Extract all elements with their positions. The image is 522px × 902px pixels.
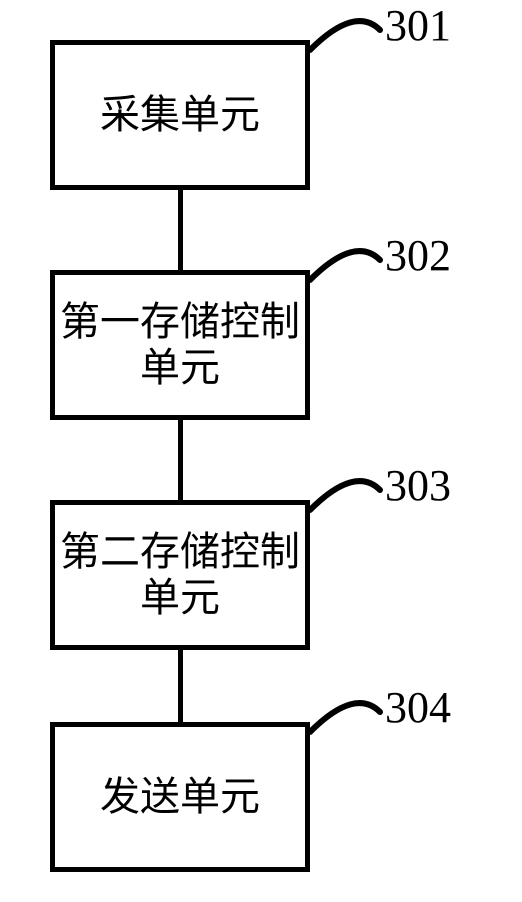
flow-node-label: 第二存储控制 单元 <box>60 529 300 621</box>
flow-node-label: 采集单元 <box>100 92 260 138</box>
flow-node-n4: 发送单元 <box>50 722 310 872</box>
flow-node-n2: 第一存储控制 单元 <box>50 270 310 420</box>
callout-label-301: 301 <box>385 0 451 51</box>
flow-node-label: 发送单元 <box>100 774 260 820</box>
flowchart-canvas: 采集单元 301 第一存储控制 单元 302 第二存储控制 单元 303 发送单元 304 <box>0 0 522 902</box>
callout-label-302: 302 <box>385 230 451 281</box>
flow-node-label: 第一存储控制 单元 <box>60 299 300 391</box>
flow-edge <box>178 650 183 722</box>
flow-edge <box>178 190 183 270</box>
callout-label-303: 303 <box>385 460 451 511</box>
flow-edge <box>178 420 183 500</box>
flow-node-n1: 采集单元 <box>50 40 310 190</box>
callout-label-304: 304 <box>385 682 451 733</box>
flow-node-n3: 第二存储控制 单元 <box>50 500 310 650</box>
